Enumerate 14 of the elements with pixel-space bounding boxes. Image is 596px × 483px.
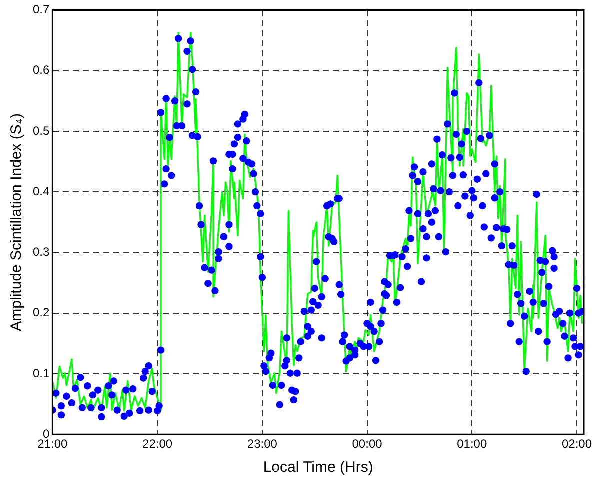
y-tick-label: 0.4 bbox=[32, 184, 50, 198]
y-tick-label: 0.3 bbox=[32, 245, 50, 260]
x-axis-title: Local Time (Hrs) bbox=[263, 459, 374, 476]
y-axis-title: Amplitude Scintillation Index (S₄) bbox=[8, 113, 26, 332]
x-tick-label: 01:00 bbox=[457, 437, 488, 452]
y-tick-label: 0.6 bbox=[32, 63, 50, 78]
y-tick-label: 0.2 bbox=[32, 306, 50, 320]
y-tick-label: 0.1 bbox=[32, 366, 50, 380]
y-tick-label: 0.5 bbox=[32, 124, 50, 138]
x-tick-label: 23:00 bbox=[247, 437, 278, 452]
x-tick-label: 00:00 bbox=[352, 437, 383, 452]
x-tick-label: 02:00 bbox=[562, 437, 592, 452]
y-tick-label: 0.7 bbox=[32, 2, 50, 17]
x-tick-label: 22:00 bbox=[142, 437, 173, 452]
